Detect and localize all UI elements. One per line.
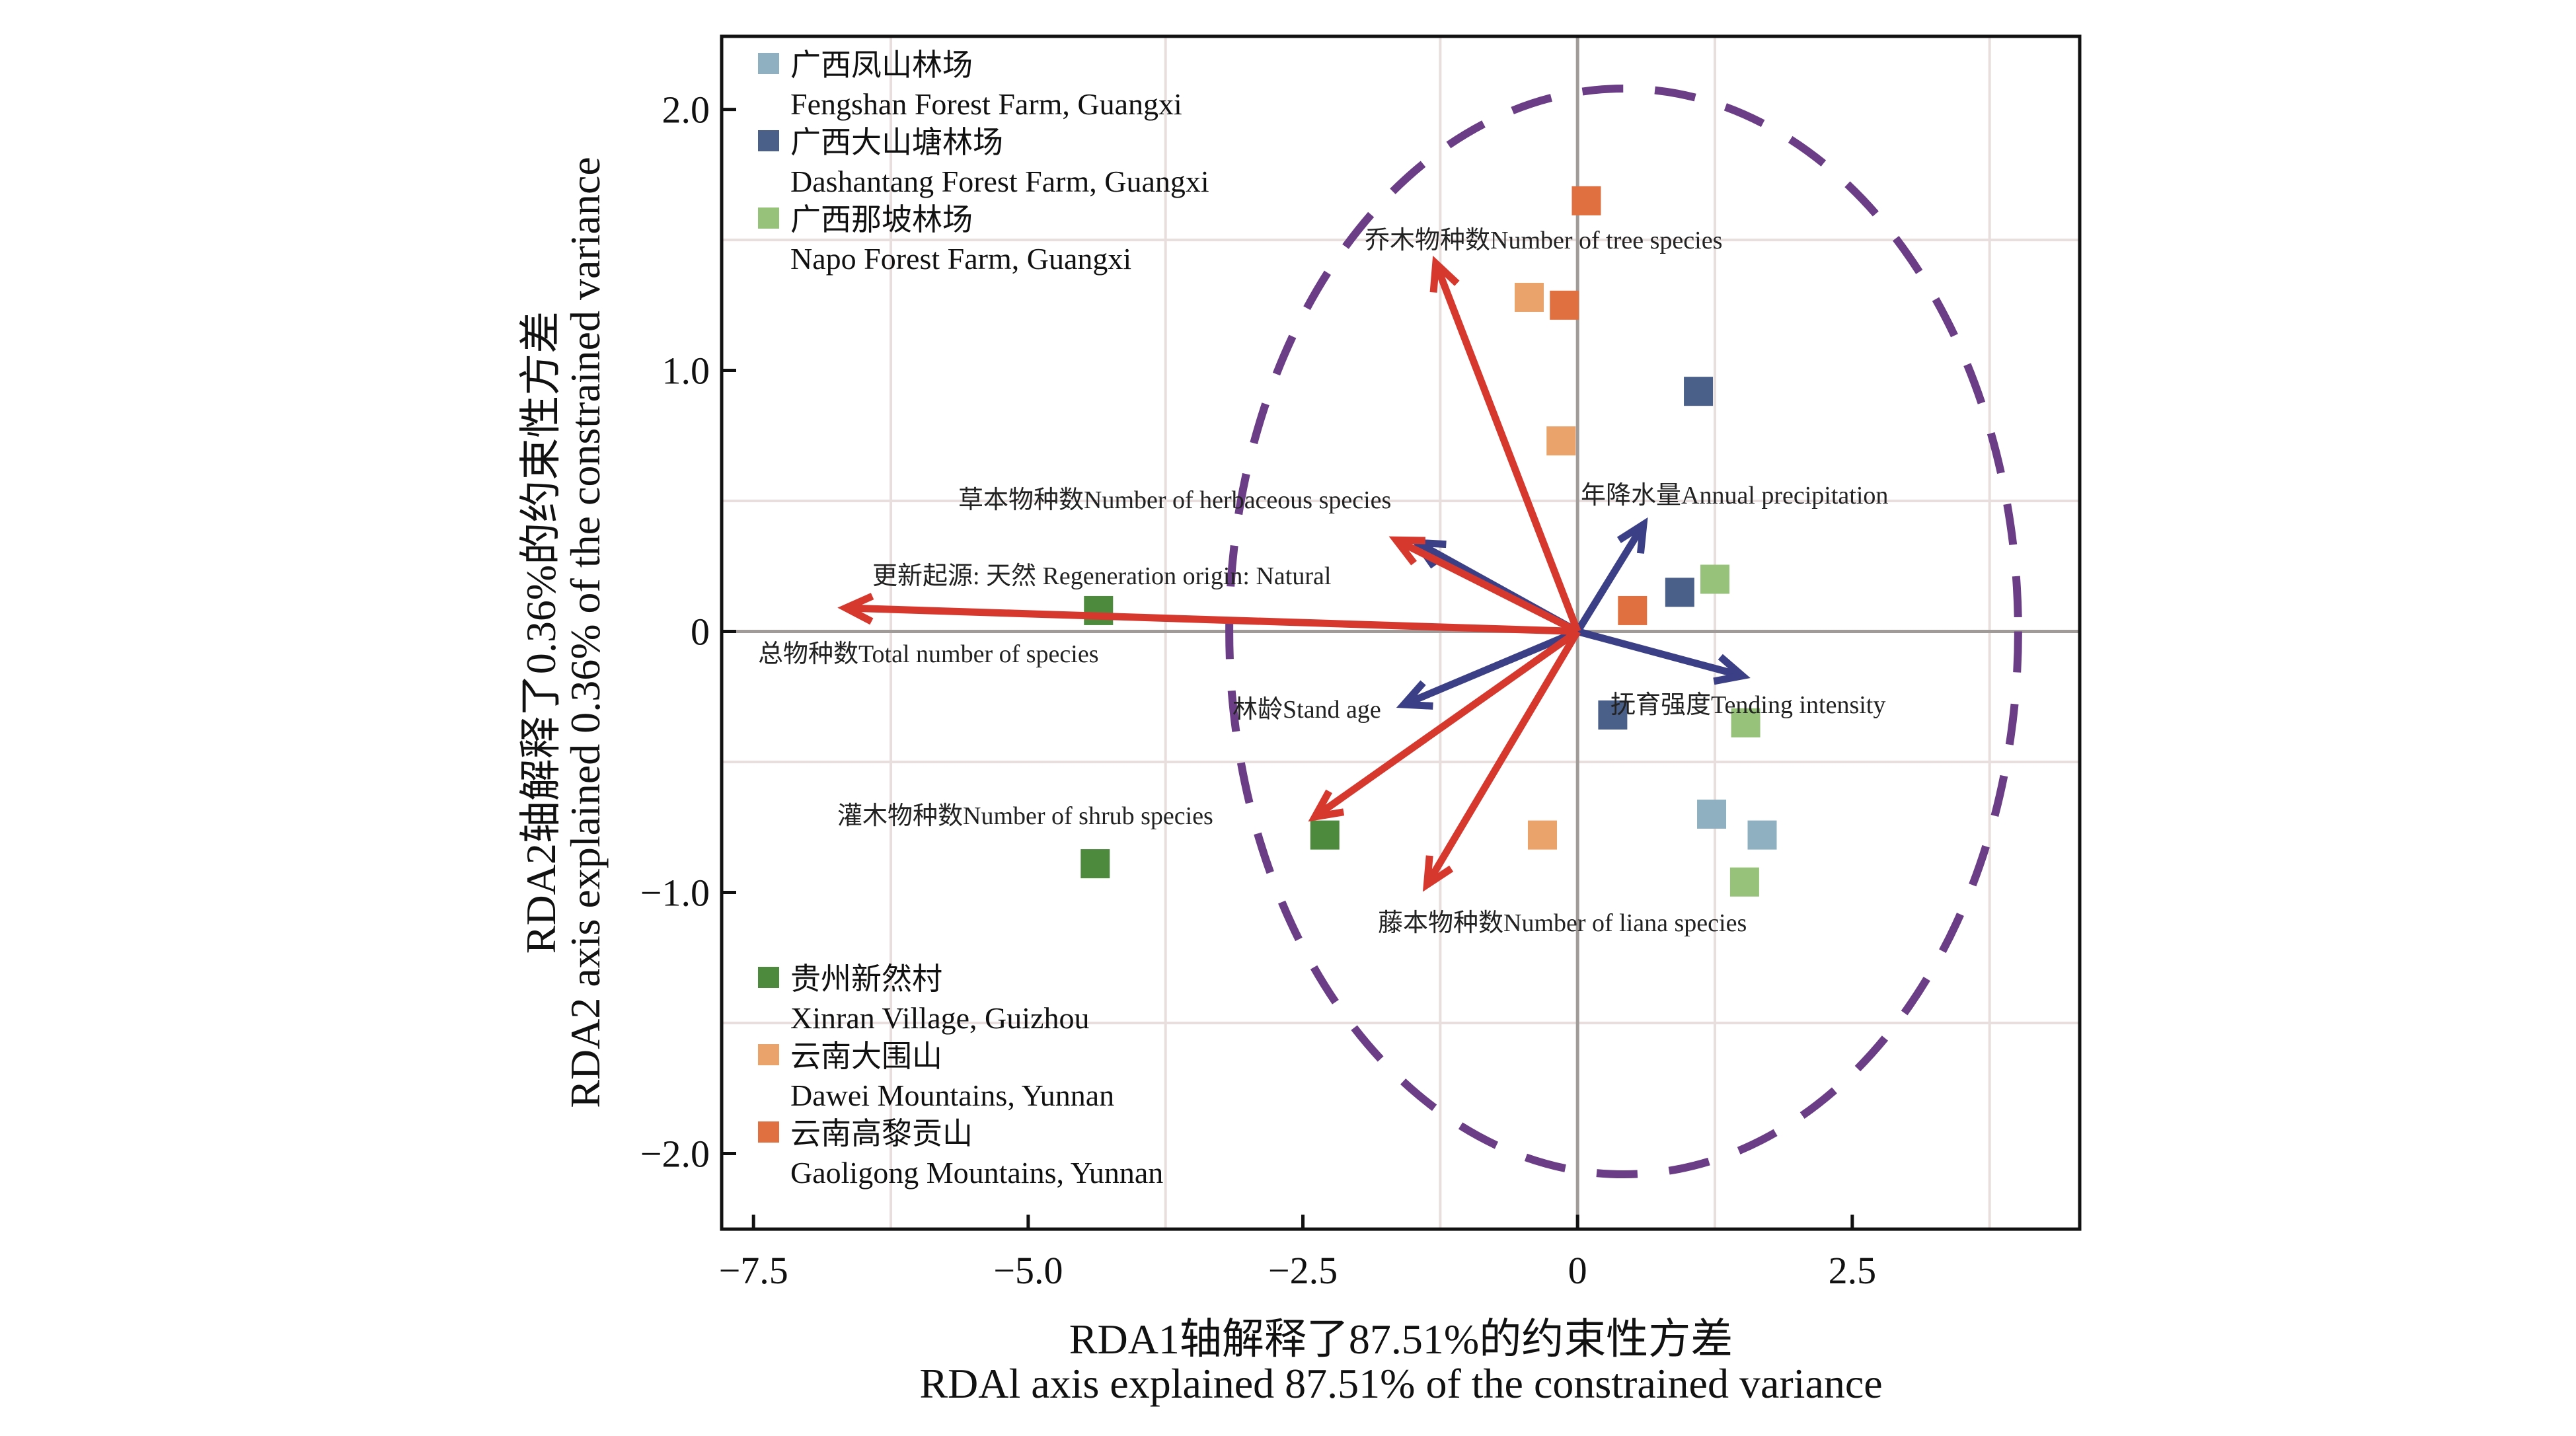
explanatory-arrow-label: 更新起源: 天然 Regeneration origin: Natural [872, 562, 1331, 590]
x-tick-label: −7.5 [719, 1249, 788, 1292]
y-axis-title-zh: RDA2轴解释了0.36%的约束性方差 [517, 311, 564, 954]
axis-ticks: −7.5 −5.0 −2.5 0 2.5 2.0 1.0 0 −1.0 −2.0 [640, 89, 1876, 1292]
y-tick-label: −2.0 [640, 1132, 710, 1175]
legend-label-en: Gaoligong Mountains, Yunnan [790, 1156, 1163, 1190]
ellipse-outline [1225, 84, 2022, 1179]
x-tick-label: 2.5 [1829, 1249, 1877, 1292]
data-point [1515, 282, 1544, 312]
legend-swatch [758, 208, 779, 229]
response-arrow-label: 乔木物种数Number of tree species [1365, 227, 1722, 254]
data-point [1080, 849, 1110, 879]
legend-label-zh: 广西大山塘林场 [790, 126, 1003, 159]
data-point [1729, 867, 1759, 897]
y-tick-label: 0 [691, 611, 710, 654]
data-point [1697, 800, 1727, 829]
arrow-shaft [1576, 628, 1737, 678]
x-tick-label: −2.5 [1268, 1249, 1338, 1292]
data-point [1731, 708, 1761, 737]
arrowhead [1396, 680, 1433, 710]
arrow-shaft [1400, 539, 1579, 635]
x-tick-label: 0 [1568, 1249, 1587, 1292]
data-point [1618, 595, 1648, 625]
arrows [837, 255, 1751, 892]
legend: 广西凤山林场 Fengshan Forest Farm, Guangxi 广西大山塘… [758, 48, 1209, 1190]
legend-label-en: Xinran Village, Guizhou [790, 1001, 1089, 1035]
legend-label-en: Fengshan Forest Farm, Guangxi [790, 87, 1182, 121]
response-arrow-label: 藤本物种数Number of liana species [1378, 909, 1747, 937]
arrow-shaft [1318, 628, 1580, 816]
arrow-labels: 总物种数Total number of species 乔木物种数Number o… [758, 227, 1888, 937]
legend-label-zh: 广西凤山林场 [790, 48, 973, 82]
arrowhead [1308, 789, 1345, 822]
legend-swatch [758, 130, 779, 151]
arrow-shaft [1435, 268, 1581, 633]
response-arrow-label: 灌木物种数Number of shrub species [837, 802, 1213, 830]
data-point [1598, 700, 1628, 730]
arrow-shaft [1574, 528, 1644, 634]
arrow-shaft [1427, 629, 1581, 881]
y-tick-label: −1.0 [640, 871, 710, 914]
arrowhead [1422, 855, 1454, 892]
legend-swatch [758, 53, 779, 74]
data-point [1700, 564, 1730, 594]
x-axis-title-en: RDAl axis explained 87.51% of the constr… [919, 1360, 1882, 1407]
x-axis-title-zh: RDA1轴解释了87.51%的约束性方差 [1069, 1316, 1733, 1363]
legend-swatch [758, 967, 779, 988]
y-tick-label: 1.0 [662, 350, 710, 393]
legend-label-zh: 云南大围山 [790, 1039, 942, 1073]
arrowhead [1713, 654, 1751, 685]
response-arrow-label: 草本物种数Number of herbaceous species [958, 486, 1391, 514]
legend-label-en: Napo Forest Farm, Guangxi [790, 242, 1131, 276]
explanatory-arrow-label: 年降水量Annual precipitation [1581, 482, 1888, 510]
x-tick-label: −5.0 [993, 1249, 1063, 1292]
arrowhead [837, 593, 874, 625]
arrowhead [1616, 517, 1648, 554]
data-point [1747, 820, 1777, 850]
legend-label-zh: 广西那坡林场 [790, 203, 973, 237]
legend-label-en: Dashantang Forest Farm, Guangxi [790, 165, 1209, 198]
response-arrow-label: 总物种数Total number of species [758, 640, 1099, 668]
explanatory-arrow-label: 抚育强度Tending intensity [1610, 691, 1885, 719]
data-point [1310, 820, 1340, 850]
y-tick-label: 2.0 [662, 89, 710, 132]
legend-label-zh: 贵州新然村 [790, 962, 942, 996]
data-point [1527, 820, 1557, 850]
arrow-shaft [1408, 628, 1579, 706]
arrowhead [1429, 255, 1460, 293]
legend-label-zh: 云南高黎贡山 [790, 1117, 973, 1151]
explanatory-arrow-label: 林龄Stand age [1232, 696, 1381, 724]
legend-swatch [758, 1121, 779, 1143]
data-point [1665, 578, 1694, 607]
data-point [1572, 186, 1601, 215]
legend-swatch [758, 1044, 779, 1065]
data-point [1084, 595, 1114, 625]
data-point [1684, 377, 1714, 406]
arrow-shaft [852, 604, 1578, 636]
arrowhead [1388, 536, 1425, 566]
confidence-ellipse [1225, 84, 2022, 1179]
y-axis-title-en: RDA2 axis explained 0.36% of the constra… [562, 157, 609, 1108]
data-point [1550, 290, 1579, 320]
points [1080, 186, 1777, 897]
legend-label-en: Dawei Mountains, Yunnan [790, 1078, 1114, 1112]
data-point [1546, 426, 1576, 456]
